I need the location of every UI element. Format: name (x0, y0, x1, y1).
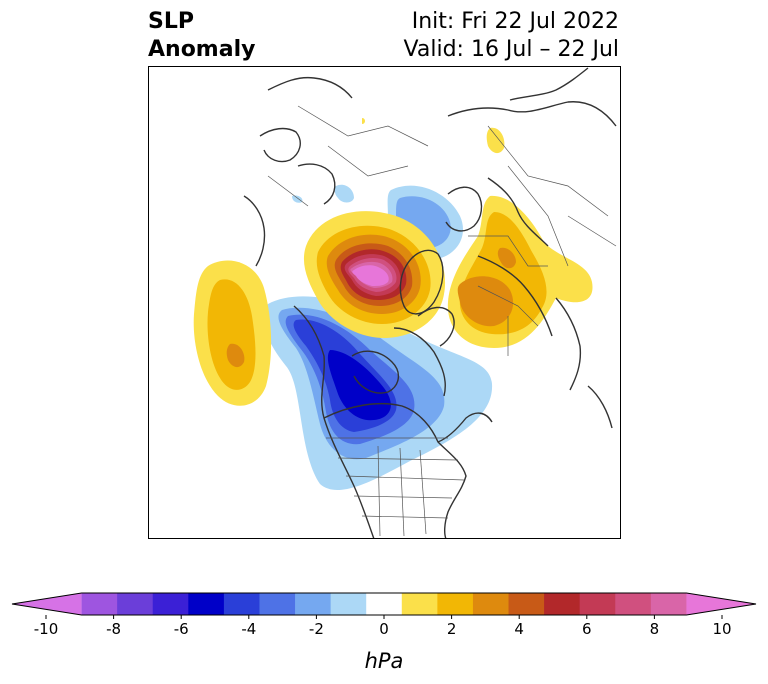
colorbar-swatch (152, 593, 189, 615)
anomaly-map (148, 66, 621, 539)
colorbar-swatch (615, 593, 652, 615)
colorbar-outline (11, 592, 757, 616)
colorbar-tick-label: -2 (309, 620, 324, 638)
colorbar-swatch (508, 593, 545, 615)
borders-layer (267, 105, 617, 537)
colorbar-swatch (650, 593, 687, 615)
title-variable-type: Anomaly (148, 37, 256, 62)
colorbar-unit-label: hPa (365, 649, 404, 673)
high-anomaly-siberia (362, 118, 593, 348)
colorbar: -10 -8 -6 -4 -2 0 2 4 6 8 10 hPa (11, 592, 757, 673)
colorbar-tick-label: 0 (379, 620, 389, 638)
colorbar-swatch (330, 593, 367, 615)
colorbar-tick-label: 4 (514, 620, 524, 638)
colorbar-tick-label: 6 (582, 620, 592, 638)
colorbar-tick-label: -10 (34, 620, 59, 638)
colorbar-swatch (437, 593, 474, 615)
colorbar-swatch (401, 593, 438, 615)
colorbar-ticks: -10 -8 -6 -4 -2 0 2 4 6 8 10 (34, 615, 732, 638)
colorbar-tick-label: 10 (712, 620, 731, 638)
title-variable: SLP (148, 9, 194, 34)
valid-range: Valid: 16 Jul – 22 Jul (403, 37, 619, 62)
colorbar-swatch (544, 593, 581, 615)
colorbar-swatch (579, 593, 616, 615)
colorbar-swatch (223, 593, 260, 615)
colorbar-tick-label: -6 (174, 620, 189, 638)
high-anomaly-arctic (303, 211, 446, 338)
colorbar-swatch (686, 593, 756, 615)
map-frame (148, 66, 621, 539)
colorbar-swatch (366, 593, 403, 615)
colorbar-swatch (295, 593, 332, 615)
colorbar-tick-label: -8 (106, 620, 121, 638)
colorbar-swatch (188, 593, 225, 615)
colorbar-swatch (81, 593, 118, 615)
colorbar-tick-label: 2 (447, 620, 457, 638)
colorbar-tick-label: 8 (650, 620, 660, 638)
colorbar-swatch (12, 593, 82, 615)
title-left: SLP Anomaly (148, 8, 255, 64)
colorbar-swatch (259, 593, 296, 615)
colorbar-swatch (472, 593, 510, 615)
colorbar-swatch (117, 593, 154, 615)
title-right: Init: Fri 22 Jul 2022 Valid: 16 Jul – 22… (404, 8, 619, 64)
high-anomaly-pacific (193, 260, 272, 406)
colorbar-swatches (11, 592, 757, 616)
coastlines-layer (243, 67, 617, 539)
init-time: Init: Fri 22 Jul 2022 (411, 9, 619, 34)
colorbar-tick-label: -4 (241, 620, 256, 638)
